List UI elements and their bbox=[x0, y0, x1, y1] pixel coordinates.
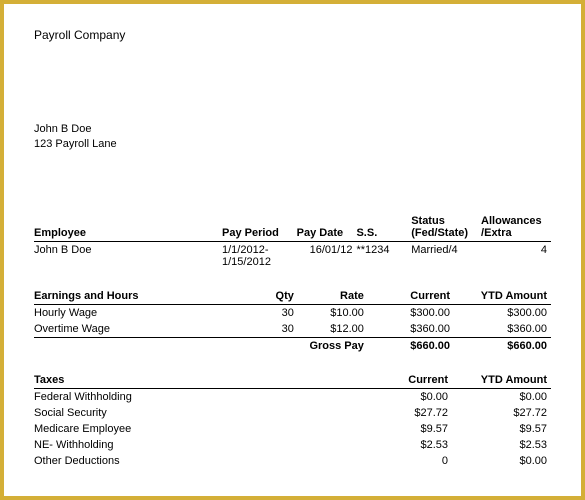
th-ytd: YTD Amount bbox=[454, 288, 551, 305]
grosspay-current: $660.00 bbox=[368, 337, 454, 354]
th-pay-period: Pay Period bbox=[222, 213, 297, 242]
grosspay-row: Gross Pay $660.00 $660.00 bbox=[34, 337, 551, 354]
earn-current: $300.00 bbox=[368, 304, 454, 321]
cell-employee: John B Doe bbox=[34, 241, 222, 270]
grosspay-ytd: $660.00 bbox=[454, 337, 551, 354]
tax-current: $0.00 bbox=[364, 388, 452, 405]
tax-current: $27.72 bbox=[364, 405, 452, 421]
tax-label: Social Security bbox=[34, 405, 364, 421]
th-tax-ytd: YTD Amount bbox=[452, 372, 551, 389]
th-pay-date: Pay Date bbox=[297, 213, 357, 242]
th-qty: Qty bbox=[239, 288, 298, 305]
employee-table: Employee Pay Period Pay Date S.S. Status… bbox=[34, 213, 551, 270]
taxes-table: Taxes Current YTD Amount Federal Withhol… bbox=[34, 372, 551, 469]
recipient-name: John B Doe bbox=[34, 122, 551, 137]
th-current: Current bbox=[368, 288, 454, 305]
cell-pay-date: 16/01/12 bbox=[297, 241, 357, 270]
earn-label: Overtime Wage bbox=[34, 321, 239, 338]
company-name: Payroll Company bbox=[34, 28, 551, 42]
taxes-title: Taxes bbox=[34, 372, 364, 389]
earn-rate: $12.00 bbox=[298, 321, 368, 338]
tax-current: 0 bbox=[364, 453, 452, 469]
tax-ytd: $27.72 bbox=[452, 405, 551, 421]
tax-ytd: $9.57 bbox=[452, 421, 551, 437]
cell-allowances: 4 bbox=[481, 241, 551, 270]
recipient-address: 123 Payroll Lane bbox=[34, 137, 551, 152]
recipient-block: John B Doe 123 Payroll Lane bbox=[34, 122, 551, 153]
cell-ss: **1234 bbox=[356, 241, 411, 270]
tax-label: Federal Withholding bbox=[34, 388, 364, 405]
th-rate: Rate bbox=[298, 288, 368, 305]
table-row: Hourly Wage 30 $10.00 $300.00 $300.00 bbox=[34, 304, 551, 321]
cell-status: Married/4 bbox=[411, 241, 481, 270]
grosspay-label: Gross Pay bbox=[298, 337, 368, 354]
cell-pay-period: 1/1/2012-1/15/2012 bbox=[222, 241, 297, 270]
tax-label: Medicare Employee bbox=[34, 421, 364, 437]
th-employee: Employee bbox=[34, 213, 222, 242]
table-row: Medicare Employee $9.57 $9.57 bbox=[34, 421, 551, 437]
earn-ytd: $300.00 bbox=[454, 304, 551, 321]
tax-ytd: $2.53 bbox=[452, 437, 551, 453]
th-allowances: Allowances /Extra bbox=[481, 213, 551, 242]
table-row: Other Deductions 0 $0.00 bbox=[34, 453, 551, 469]
earnings-title: Earnings and Hours bbox=[34, 288, 239, 305]
tax-current: $2.53 bbox=[364, 437, 452, 453]
tax-label: NE- Withholding bbox=[34, 437, 364, 453]
th-status: Status (Fed/State) bbox=[411, 213, 481, 242]
earn-label: Hourly Wage bbox=[34, 304, 239, 321]
table-row: Federal Withholding $0.00 $0.00 bbox=[34, 388, 551, 405]
tax-label: Other Deductions bbox=[34, 453, 364, 469]
earnings-table: Earnings and Hours Qty Rate Current YTD … bbox=[34, 288, 551, 354]
th-ss: S.S. bbox=[356, 213, 411, 242]
table-row: Social Security $27.72 $27.72 bbox=[34, 405, 551, 421]
table-row: NE- Withholding $2.53 $2.53 bbox=[34, 437, 551, 453]
earn-current: $360.00 bbox=[368, 321, 454, 338]
table-row: Overtime Wage 30 $12.00 $360.00 $360.00 bbox=[34, 321, 551, 338]
earn-rate: $10.00 bbox=[298, 304, 368, 321]
earn-qty: 30 bbox=[239, 321, 298, 338]
tax-ytd: $0.00 bbox=[452, 453, 551, 469]
table-row: John B Doe 1/1/2012-1/15/2012 16/01/12 *… bbox=[34, 241, 551, 270]
tax-current: $9.57 bbox=[364, 421, 452, 437]
th-tax-current: Current bbox=[364, 372, 452, 389]
earn-qty: 30 bbox=[239, 304, 298, 321]
tax-ytd: $0.00 bbox=[452, 388, 551, 405]
earn-ytd: $360.00 bbox=[454, 321, 551, 338]
